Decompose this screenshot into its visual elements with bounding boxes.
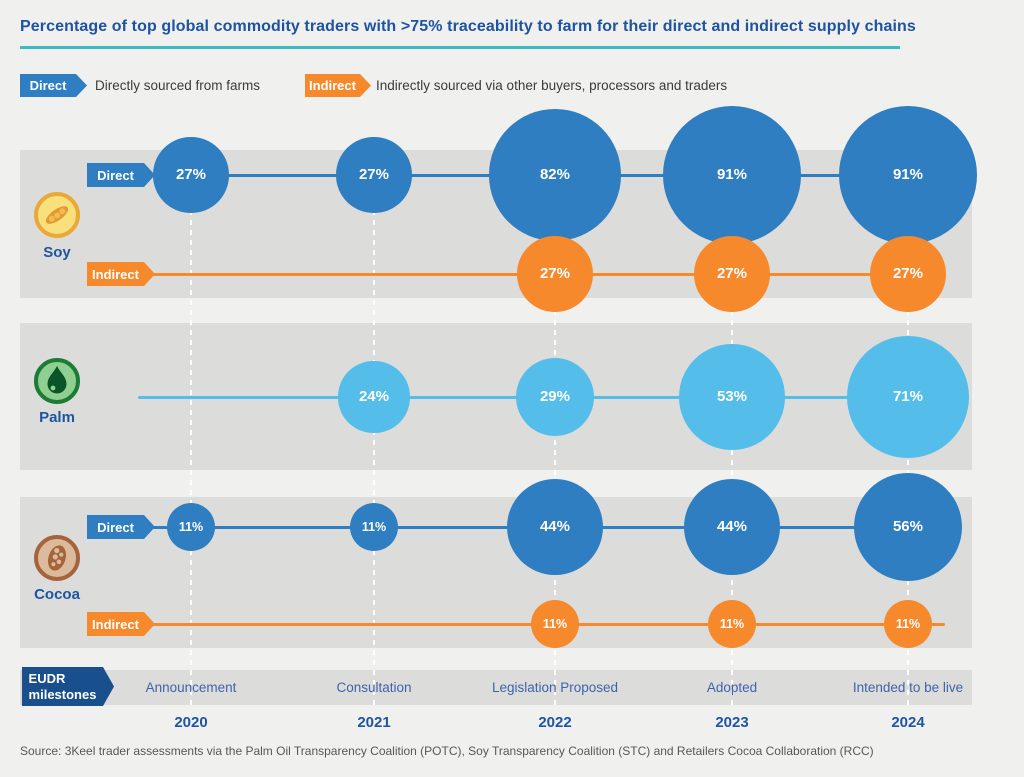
cocoa-indirect-bubble-2024: 11% bbox=[883, 599, 933, 649]
milestone-label-2022: Legislation Proposed bbox=[491, 680, 619, 695]
year-label-2023: 2023 bbox=[715, 714, 749, 731]
palm-palm-bubble-2023: 53% bbox=[679, 344, 785, 450]
eudr-tag-line1: EUDR bbox=[28, 670, 66, 686]
milestone-label-2021: Consultation bbox=[336, 680, 412, 695]
soy-direct-bubble-2020: 27% bbox=[153, 137, 229, 213]
cocoa-indirect-tag: Indirect bbox=[87, 612, 155, 636]
soy-row-label: Soy bbox=[43, 244, 71, 261]
legend-direct-tag: Direct bbox=[20, 74, 87, 97]
soy-direct-bubble-2023: 91% bbox=[662, 105, 802, 245]
cocoa-direct-bubble-2021: 11% bbox=[349, 502, 399, 552]
soy-direct-bubble-2024: 91% bbox=[838, 105, 978, 245]
soy-direct-bubble-2022: 82% bbox=[489, 109, 621, 241]
title-underline bbox=[20, 46, 900, 49]
palm-palm-bubble-2024: 71% bbox=[846, 335, 970, 459]
cocoa-row-label: Cocoa bbox=[34, 586, 80, 603]
legend-indirect-tag: Indirect bbox=[305, 74, 371, 97]
palm-icon bbox=[33, 357, 81, 405]
cocoa-icon bbox=[33, 534, 81, 582]
year-label-2022: 2022 bbox=[538, 714, 572, 731]
soy-indirect-bubble-2022: 27% bbox=[517, 236, 593, 312]
soy-indirect-bubble-2024: 27% bbox=[870, 236, 946, 312]
year-guide-2020 bbox=[190, 150, 192, 707]
palm-palm-bubble-2021: 24% bbox=[338, 361, 410, 433]
soy-icon bbox=[33, 191, 81, 239]
cocoa-direct-bubble-2020: 11% bbox=[166, 502, 216, 552]
milestone-label-2023: Adopted bbox=[706, 680, 758, 695]
cocoa-indirect-bubble-2023: 11% bbox=[707, 599, 757, 649]
milestone-label-2020: Announcement bbox=[145, 680, 237, 695]
palm-palm-bubble-2022: 29% bbox=[515, 357, 595, 437]
soy-direct-bubble-2021: 27% bbox=[336, 137, 412, 213]
cocoa-direct-tag: Direct bbox=[87, 515, 155, 539]
cocoa-direct-bubble-2022: 44% bbox=[506, 478, 604, 576]
page-title: Percentage of top global commodity trade… bbox=[20, 18, 916, 35]
cocoa-direct-bubble-2024: 56% bbox=[853, 472, 963, 582]
source-note: Source: 3Keel trader assessments via the… bbox=[20, 744, 874, 758]
legend-indirect-description: Indirectly sourced via other buyers, pro… bbox=[376, 78, 728, 93]
year-label-2020: 2020 bbox=[174, 714, 208, 731]
cocoa-indirect-bubble-2022: 11% bbox=[530, 599, 580, 649]
soy-indirect-bubble-2023: 27% bbox=[694, 236, 770, 312]
eudr-tag-line2: milestones bbox=[28, 686, 97, 702]
cocoa-direct-bubble-2023: 44% bbox=[683, 478, 781, 576]
legend-direct-description: Directly sourced from farms bbox=[95, 78, 261, 93]
palm-row-label: Palm bbox=[39, 409, 75, 426]
soy-indirect-tag: Indirect bbox=[87, 262, 155, 286]
soy-direct-tag: Direct bbox=[87, 163, 155, 187]
eudr-milestones-tag: EUDR milestones bbox=[22, 667, 114, 706]
milestones-band bbox=[20, 670, 972, 705]
year-label-2024: 2024 bbox=[891, 714, 925, 731]
milestone-label-2024: Intended to be live bbox=[852, 680, 964, 695]
year-label-2021: 2021 bbox=[357, 714, 391, 731]
